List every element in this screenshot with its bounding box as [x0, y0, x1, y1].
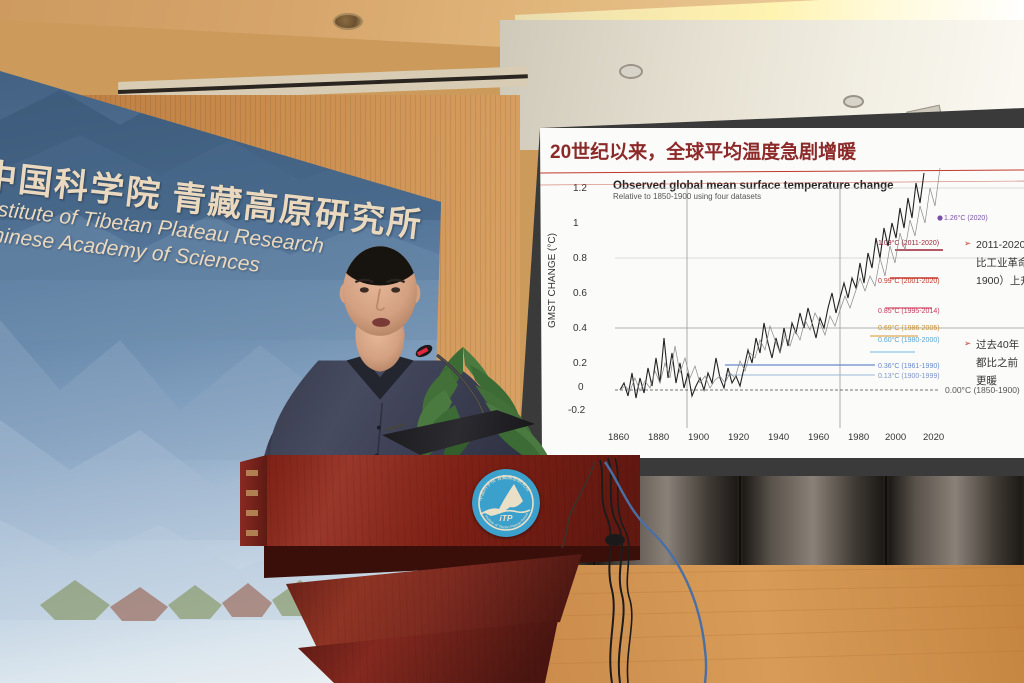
svg-text:iTP: iTP — [499, 513, 513, 523]
